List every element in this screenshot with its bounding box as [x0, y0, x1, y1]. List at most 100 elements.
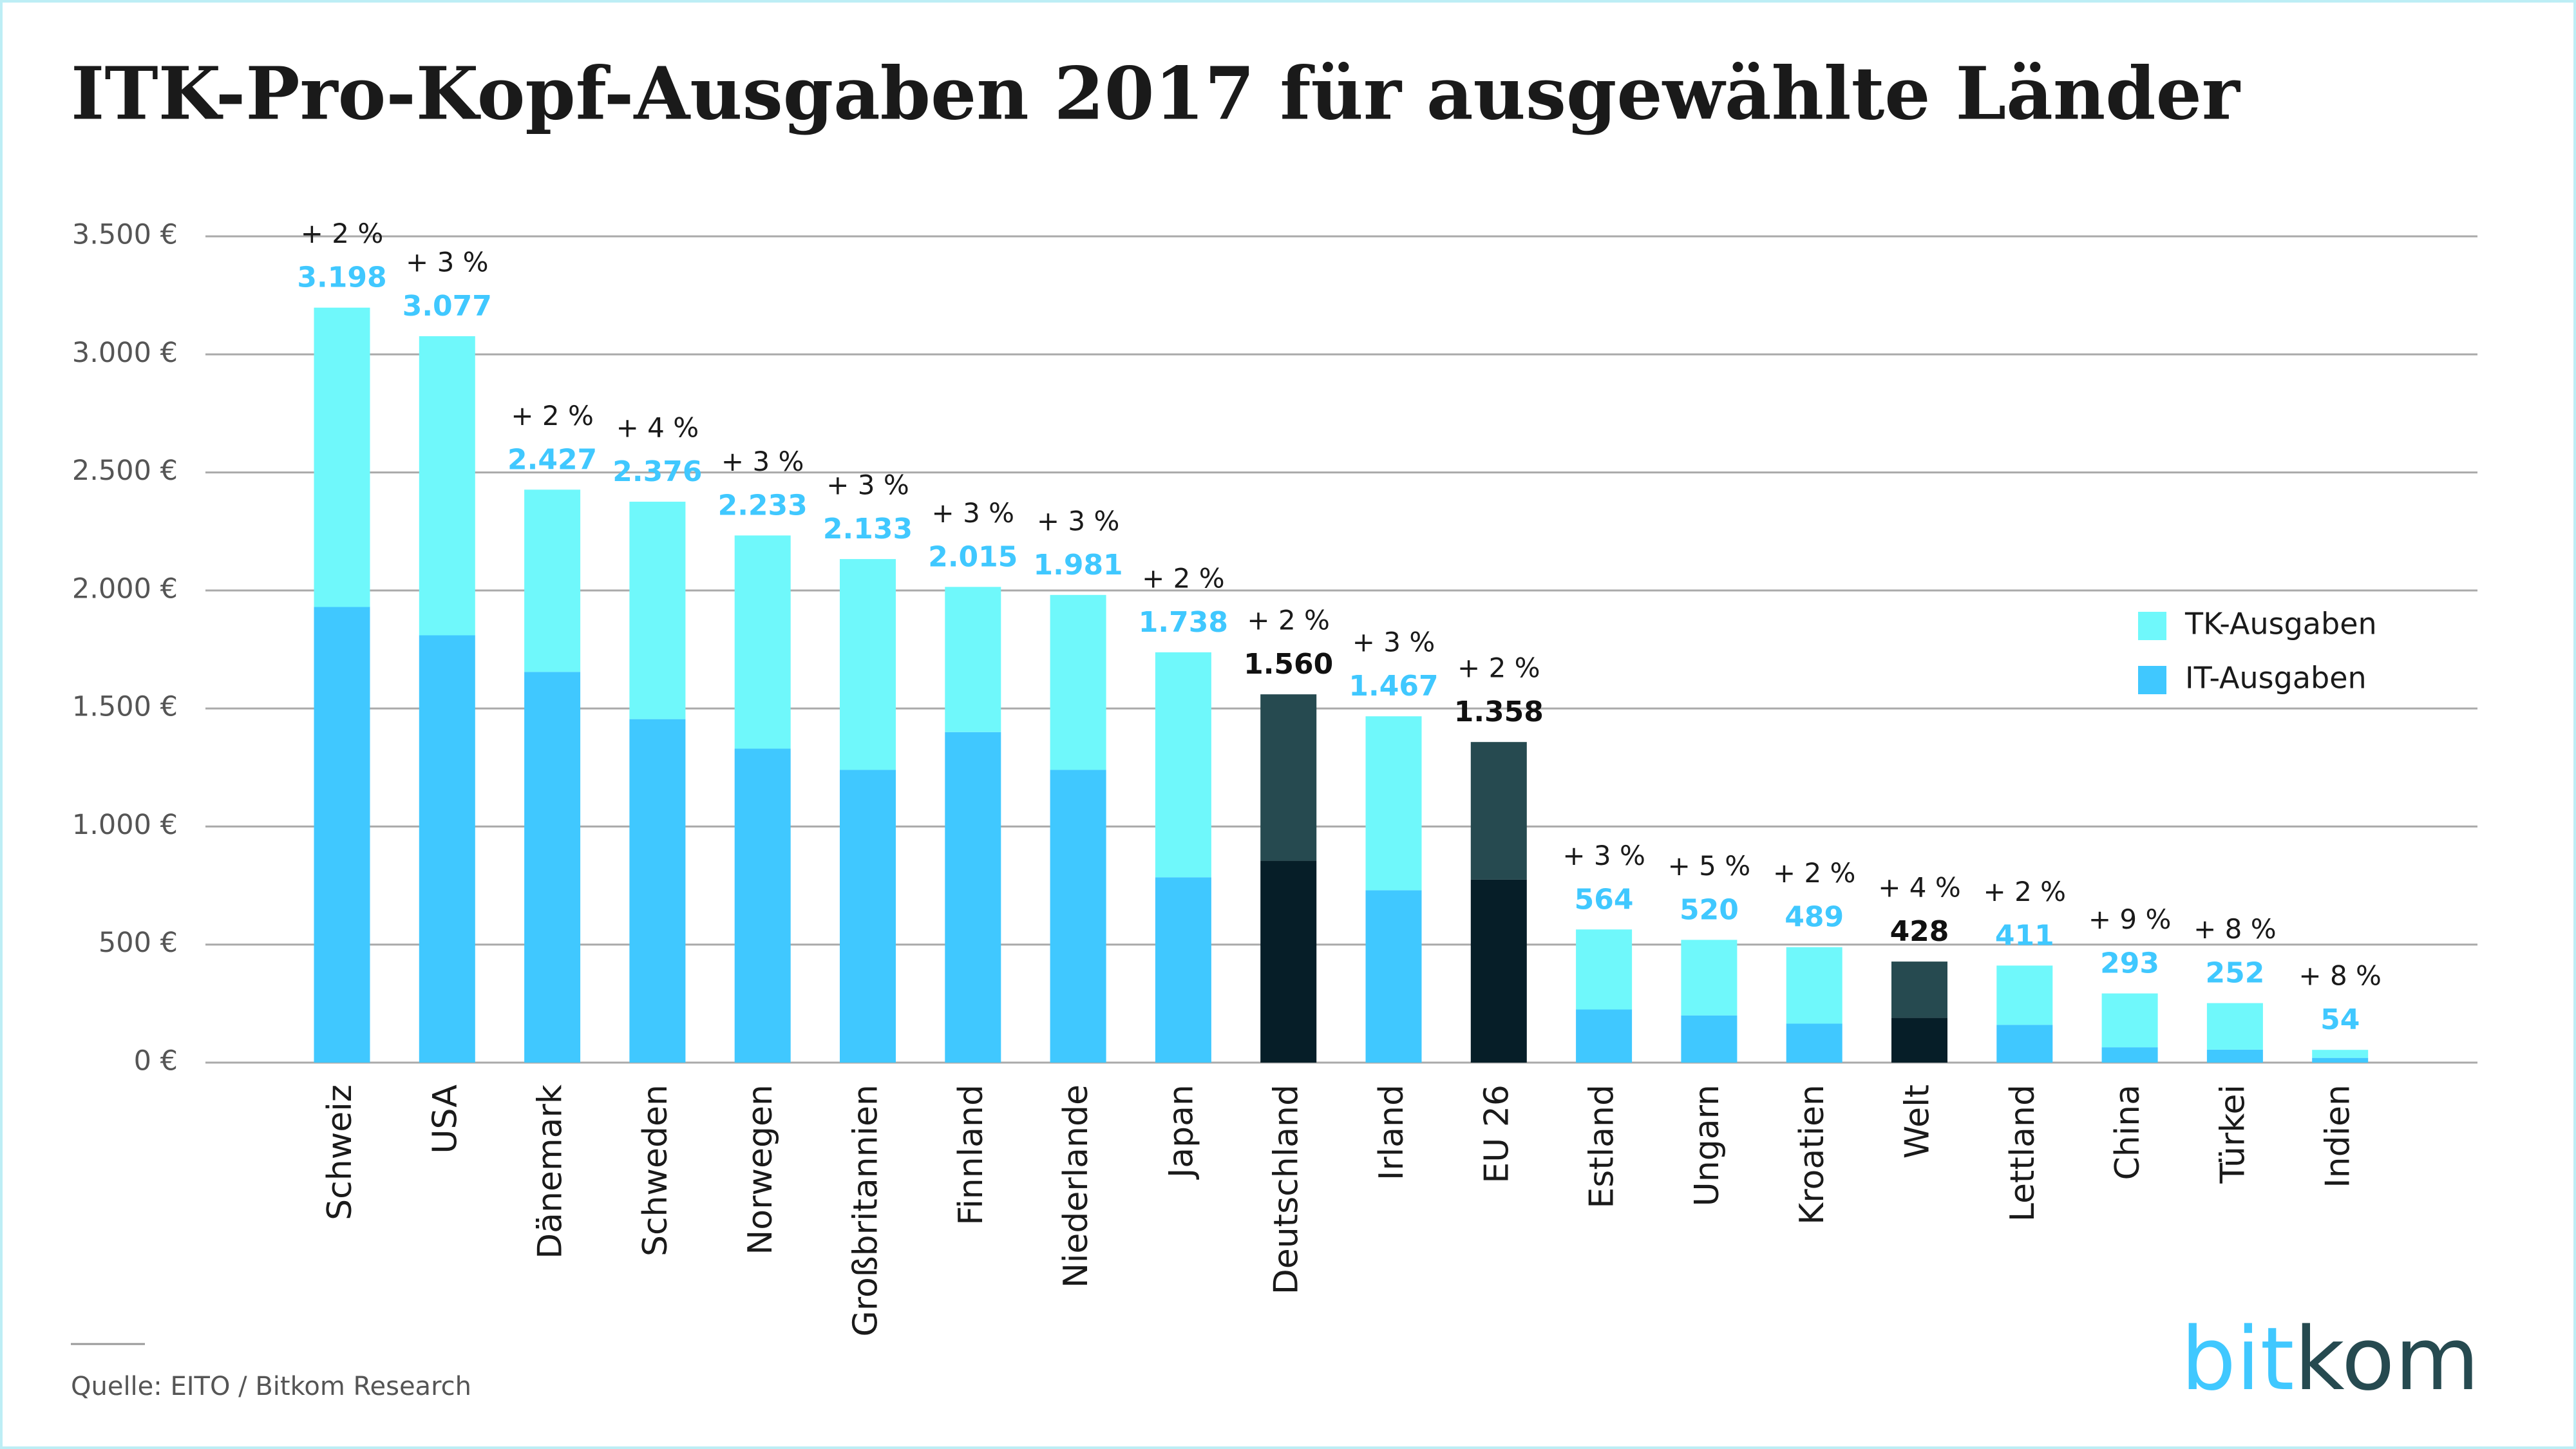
- bar-segment: [1155, 652, 1211, 878]
- x-tick-label: Indien: [2319, 1084, 2358, 1188]
- x-tick-label: Estland: [1583, 1084, 1622, 1209]
- bar-segment: [1050, 770, 1106, 1063]
- bar-segment: [1365, 716, 1422, 891]
- bar-segment: [2101, 993, 2158, 1048]
- total-label: 2.133: [823, 513, 913, 545]
- total-label: 252: [2205, 957, 2264, 990]
- growth-label: + 8 %: [2193, 913, 2277, 945]
- total-label: 1.981: [1034, 549, 1123, 582]
- x-tick-label: Japan: [1162, 1084, 1200, 1180]
- bar-segment: [2312, 1057, 2369, 1063]
- chart-title: ITK-Pro-Kopf-Ausgaben 2017 für ausgewähl…: [71, 52, 2241, 136]
- bar-segment: [1681, 1015, 1738, 1063]
- total-label: 1.560: [1244, 648, 1333, 681]
- total-label: 1.467: [1349, 670, 1438, 703]
- growth-label: + 2 %: [1247, 605, 1330, 636]
- growth-label: + 2 %: [1457, 652, 1540, 684]
- growth-label: + 3 %: [406, 247, 489, 278]
- y-tick-label: 2.000 €: [72, 573, 178, 605]
- bar-segment: [734, 535, 791, 749]
- bar-segment: [1576, 929, 1633, 1010]
- total-label: 520: [1680, 893, 1739, 926]
- total-label: 2.427: [507, 443, 597, 476]
- bar-segment: [524, 672, 581, 1063]
- x-tick-label: Dänemark: [531, 1084, 570, 1259]
- logo: bitkom: [2181, 1309, 2479, 1410]
- growth-label: + 2 %: [1773, 857, 1856, 889]
- x-tick-label: USA: [426, 1084, 464, 1154]
- bar-segment: [1996, 1025, 2053, 1063]
- growth-label: + 3 %: [826, 469, 909, 501]
- growth-label: + 9 %: [2088, 904, 2172, 935]
- total-label: 3.198: [297, 261, 386, 294]
- x-tick-label: Kroatien: [1793, 1084, 1832, 1225]
- x-tick-label: Norwegen: [741, 1084, 780, 1255]
- x-tick-label: EU 26: [1477, 1084, 1516, 1184]
- bar-segment: [419, 336, 475, 636]
- x-tick-label: Irland: [1372, 1084, 1411, 1180]
- growth-label: + 2 %: [301, 218, 384, 249]
- bar-segment: [1891, 961, 1947, 1018]
- bar-segment: [314, 307, 370, 607]
- total-label: 2.233: [718, 489, 808, 522]
- y-tick-label: 1.500 €: [72, 691, 178, 723]
- bar-segment: [1470, 742, 1527, 880]
- bar-segment: [1260, 694, 1317, 861]
- bar-segment: [840, 559, 896, 770]
- bar-segment: [2101, 1047, 2158, 1063]
- total-label: 2.376: [612, 455, 702, 488]
- total-label: 2.015: [928, 540, 1018, 573]
- bar-segment: [1470, 879, 1527, 1063]
- total-label: 54: [2320, 1003, 2360, 1036]
- x-tick-label: Welt: [1899, 1084, 1937, 1159]
- total-label: 1.358: [1454, 696, 1544, 728]
- legend-swatch: [2138, 666, 2166, 694]
- bar-segment: [2312, 1050, 2369, 1058]
- bar-segment: [1681, 940, 1738, 1016]
- x-tick-label: Finnland: [952, 1084, 990, 1226]
- bar-segment: [2206, 1049, 2263, 1063]
- growth-label: + 3 %: [1352, 627, 1435, 658]
- growth-label: + 4 %: [616, 412, 699, 444]
- y-tick-label: 500 €: [99, 927, 178, 959]
- bar-segment: [1891, 1018, 1947, 1063]
- growth-label: + 4 %: [1878, 872, 1961, 904]
- x-tick-label: Großbritannien: [847, 1084, 886, 1337]
- bar-segment: [1155, 877, 1211, 1063]
- growth-label: + 2 %: [511, 400, 594, 431]
- bar-segment: [840, 770, 896, 1063]
- y-tick-label: 3.000 €: [72, 337, 178, 369]
- x-tick-label: China: [2108, 1084, 2147, 1180]
- total-label: 1.738: [1139, 606, 1228, 639]
- bar-segment: [629, 719, 686, 1063]
- y-tick-label: 1.000 €: [72, 809, 178, 841]
- bar-segment: [1786, 1023, 1842, 1063]
- x-tick-label: Ungarn: [1688, 1084, 1727, 1206]
- x-tick-label: Deutschland: [1267, 1084, 1306, 1294]
- growth-label: + 3 %: [721, 446, 804, 477]
- total-label: 489: [1785, 901, 1844, 934]
- bar-segment: [1365, 890, 1422, 1063]
- x-tick-label: Niederlande: [1057, 1084, 1095, 1288]
- bar-segment: [314, 607, 370, 1063]
- y-tick-label: 2.500 €: [72, 455, 178, 487]
- bar-segment: [945, 587, 1001, 732]
- x-tick-label: Türkei: [2213, 1084, 2252, 1184]
- x-tick-label: Lettland: [2003, 1084, 2042, 1222]
- bar-segment: [734, 748, 791, 1063]
- growth-label: + 2 %: [1984, 876, 2067, 907]
- total-label: 3.077: [402, 290, 492, 323]
- logo-part: kom: [2295, 1309, 2479, 1410]
- total-label: 564: [1575, 883, 1634, 916]
- growth-label: + 5 %: [1668, 850, 1751, 882]
- bar-segment: [1576, 1009, 1633, 1063]
- y-tick-label: 0 €: [134, 1045, 178, 1077]
- source: Quelle: EITO / Bitkom Research: [71, 1372, 471, 1401]
- legend-swatch: [2138, 612, 2166, 640]
- growth-label: + 3 %: [932, 497, 1015, 529]
- growth-label: + 3 %: [1037, 505, 1120, 536]
- bar-segment: [1996, 965, 2053, 1025]
- growth-label: + 3 %: [1562, 840, 1645, 871]
